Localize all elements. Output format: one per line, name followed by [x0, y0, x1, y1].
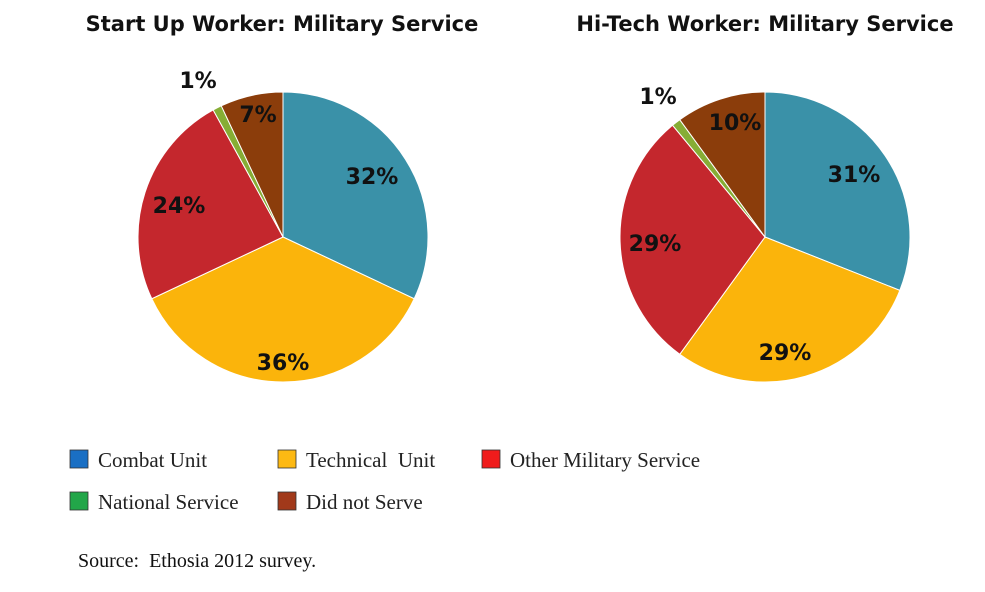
legend-item-combat-unit: Combat Unit	[69, 448, 207, 472]
legend-item-other-military-service: Other Military Service	[481, 448, 700, 472]
pie-slice-did-not-serve	[679, 91, 766, 239]
slice-label-combat-unit: 31%	[828, 163, 881, 188]
legend-label-combat-unit: Combat Unit	[98, 448, 207, 472]
pie-slice-combat-unit	[282, 91, 429, 300]
legend-label-national-service: National Service	[98, 490, 239, 514]
pie-slices-startup	[137, 91, 429, 383]
slice-label-other-military-service: 29%	[629, 232, 682, 257]
legend-swatch-technical-unit	[277, 449, 297, 469]
pie-labels-hitech: 31% 29% 29% 1% 10%	[629, 85, 881, 366]
slice-label-national-service: 1%	[639, 85, 676, 110]
legend-label-technical-unit: Technical Unit	[306, 448, 435, 472]
chart-title-hitech: Hi-Tech Worker: Military Service	[576, 12, 953, 36]
slice-label-did-not-serve: 10%	[709, 111, 762, 136]
legend-item-technical-unit: Technical Unit	[277, 448, 435, 472]
slice-label-technical-unit: 29%	[759, 341, 812, 366]
slice-label-did-not-serve: 7%	[239, 103, 276, 128]
legend-swatch-combat-unit	[69, 449, 89, 469]
pie-slices-hitech	[619, 91, 911, 383]
slice-label-national-service: 1%	[179, 69, 216, 94]
pie-chart-hitech: Hi-Tech Worker: Military Service 31% 29%…	[576, 12, 954, 383]
legend: Combat Unit Technical Unit Other Militar…	[69, 448, 700, 514]
legend-label-other-military-service: Other Military Service	[510, 448, 700, 472]
pie-slice-technical-unit	[679, 236, 901, 383]
chart-title-startup: Start Up Worker: Military Service	[86, 12, 479, 36]
legend-swatch-did-not-serve	[277, 491, 297, 511]
pie-slice-other-military-service	[619, 124, 766, 356]
legend-item-did-not-serve: Did not Serve	[277, 490, 423, 514]
legend-swatch-national-service	[69, 491, 89, 511]
slice-label-technical-unit: 36%	[257, 351, 310, 376]
source-note: Source: Ethosia 2012 survey.	[78, 550, 316, 572]
pie-slice-combat-unit	[764, 91, 911, 292]
pie-chart-startup: Start Up Worker: Military Service 32% 36…	[86, 12, 479, 383]
pie-slice-did-not-serve	[220, 91, 284, 238]
legend-item-national-service: National Service	[69, 490, 239, 514]
slice-label-other-military-service: 24%	[153, 194, 206, 219]
slice-label-combat-unit: 32%	[346, 165, 399, 190]
legend-swatch-other-military-service	[481, 449, 501, 469]
pie-labels-startup: 32% 36% 24% 1% 7%	[153, 69, 399, 376]
legend-label-did-not-serve: Did not Serve	[306, 490, 423, 514]
pie-slice-technical-unit	[151, 236, 415, 383]
pie-slice-other-military-service	[137, 109, 284, 300]
